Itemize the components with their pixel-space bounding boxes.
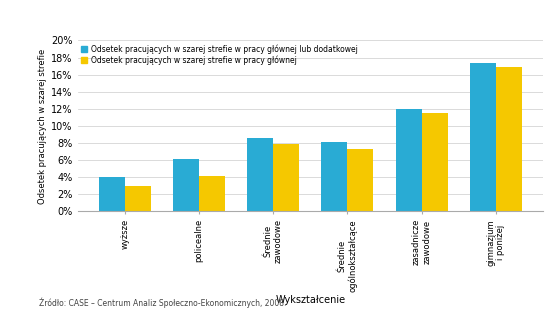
Text: Źródło: CASE – Centrum Analiz Społeczno-Ekonomicznych, 2008.: Źródło: CASE – Centrum Analiz Społeczno-… bbox=[39, 297, 286, 308]
Y-axis label: Odsetek pracujących w szarej strefie: Odsetek pracujących w szarej strefie bbox=[38, 48, 47, 204]
Bar bbox=[422, 113, 448, 211]
Bar bbox=[321, 142, 347, 211]
Bar bbox=[99, 177, 125, 211]
Bar bbox=[273, 144, 299, 211]
X-axis label: Wykształcenie: Wykształcenie bbox=[275, 295, 345, 304]
Legend: Odsetek pracujących w szarej strefie w pracy głównej lub dodatkowej, Odsetek pra: Odsetek pracujących w szarej strefie w p… bbox=[81, 44, 357, 65]
Bar bbox=[396, 109, 422, 211]
Bar bbox=[496, 67, 522, 211]
Bar bbox=[173, 159, 199, 211]
Bar bbox=[347, 149, 373, 211]
Bar bbox=[247, 138, 273, 211]
Bar bbox=[470, 63, 496, 211]
Bar bbox=[125, 186, 151, 211]
Bar bbox=[199, 176, 225, 211]
